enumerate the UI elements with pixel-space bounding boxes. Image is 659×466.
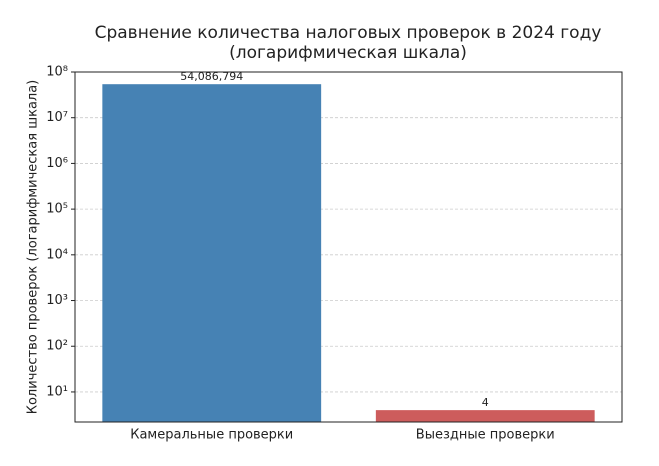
y-tick-label: 10⁷ [46,110,68,125]
y-tick-label: 10⁶ [46,156,68,171]
y-tick-label: 10⁵ [46,202,68,217]
bar [102,84,322,422]
chart-title: Сравнение количества налоговых проверок … [95,23,602,43]
y-tick-label: 10⁴ [46,247,68,262]
value-label: 4 [482,396,489,409]
plot-frame [74,71,623,423]
y-axis-label: Количество проверок (логарифмическая шка… [26,80,41,415]
bar [375,410,595,422]
chart-title: (логарифмическая шкала) [229,43,467,63]
x-tick-label: Выездные проверки [416,428,555,443]
y-tick-label: 10² [46,339,68,354]
y-tick-label: 10³ [46,293,68,308]
y-tick-label: 10¹ [46,384,68,399]
x-tick-label: Камеральные проверки [130,428,293,443]
value-label: 54,086,794 [180,70,243,83]
y-tick-label: 10⁸ [46,65,68,80]
